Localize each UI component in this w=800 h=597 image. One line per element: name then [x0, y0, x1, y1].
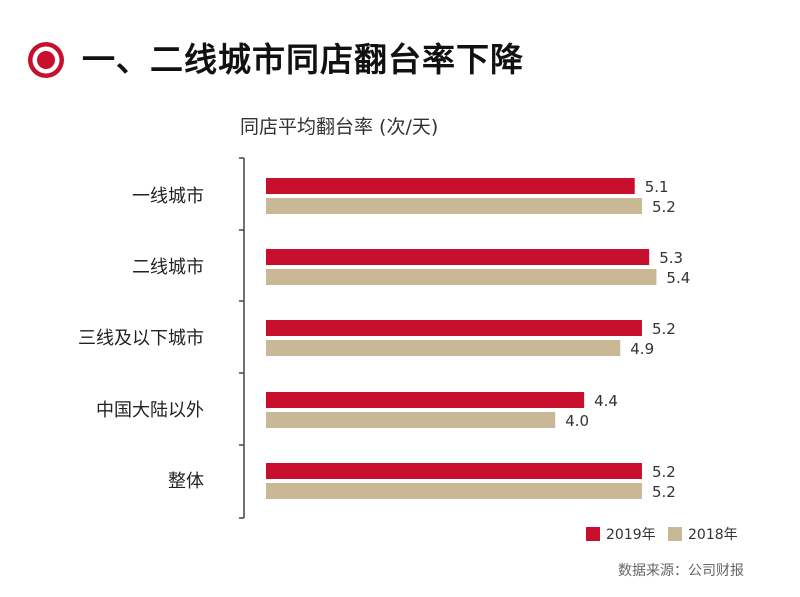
legend-label: 2018年: [688, 527, 738, 543]
category-label: 三线及以下城市: [78, 328, 204, 349]
bar-series1: [266, 320, 642, 336]
legend-label: 2019年: [606, 527, 656, 543]
value-label: 5.2: [652, 320, 676, 338]
bar-series1: [266, 392, 585, 408]
category-label: 中国大陆以外: [96, 400, 204, 421]
bar-series2: [266, 198, 642, 214]
target-icon: [28, 42, 64, 78]
bar-series1: [266, 463, 642, 479]
category-label: 二线城市: [132, 257, 204, 278]
chart-subtitle: 同店平均翻台率 (次/天): [240, 116, 439, 138]
bar-series1: [266, 249, 650, 265]
legend-swatch: [586, 527, 600, 541]
bar-series2: [266, 483, 642, 499]
page-title: 一、二线城市同店翻台率下降: [82, 40, 524, 79]
value-label: 5.2: [652, 198, 676, 216]
bar-series2: [266, 340, 621, 356]
value-label: 4.0: [565, 412, 589, 430]
bar-series1: [266, 178, 635, 194]
data-source-note: 数据来源：公司财报: [618, 563, 744, 579]
value-label: 5.2: [652, 483, 676, 501]
category-label: 一线城市: [132, 186, 204, 207]
bar-series2: [266, 412, 556, 428]
value-label: 4.9: [630, 340, 654, 358]
value-label: 5.3: [659, 249, 683, 267]
value-label: 5.1: [645, 178, 669, 196]
value-label: 4.4: [594, 392, 618, 410]
legend-swatch: [668, 527, 682, 541]
value-label: 5.2: [652, 463, 676, 481]
category-label: 整体: [168, 471, 204, 492]
bar-series2: [266, 269, 657, 285]
value-label: 5.4: [666, 269, 690, 287]
